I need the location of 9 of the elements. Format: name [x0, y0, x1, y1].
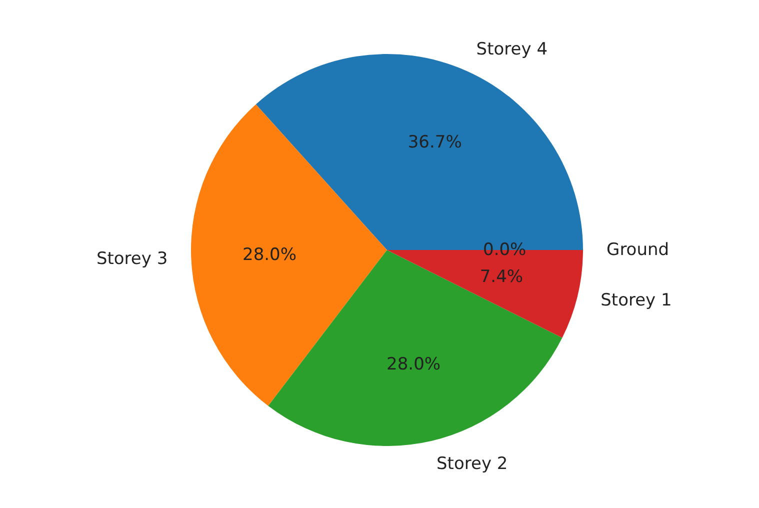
- slice-label: Storey 2: [436, 454, 508, 474]
- slice-label: Storey 3: [96, 248, 168, 269]
- category-label: Ground: [606, 240, 670, 260]
- data-label: 28.0%: [386, 354, 441, 375]
- data-label: 28.0%: [242, 244, 297, 265]
- slice-label: Storey 4: [476, 39, 548, 60]
- data-label: 36.7%: [408, 132, 462, 153]
- slice-label: Storey 1: [600, 290, 672, 311]
- data-label: 7.4%: [480, 267, 524, 288]
